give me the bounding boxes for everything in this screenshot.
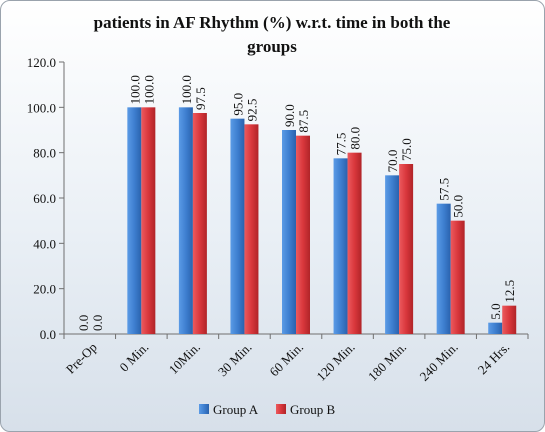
legend: Group A Group B — [199, 402, 335, 417]
data-label: 70.0 — [385, 150, 400, 173]
data-label: 0.0 — [90, 315, 105, 331]
data-label: 80.0 — [348, 127, 363, 150]
bar-group-b — [502, 305, 517, 334]
x-tick-label: 0 Min. — [116, 340, 151, 375]
chart-title-line-2: groups — [247, 37, 297, 56]
data-label: 75.0 — [399, 138, 414, 161]
bar-group-a — [385, 175, 400, 334]
legend-label-group-b: Group B — [290, 402, 335, 417]
x-tick-label: 30 Min. — [215, 340, 255, 380]
x-tick-label: 240 Min. — [416, 340, 460, 384]
bar-group-a — [282, 130, 296, 334]
data-label: 50.0 — [451, 195, 466, 218]
data-label: 87.5 — [296, 110, 311, 133]
bar-group-a — [488, 322, 503, 334]
y-tick-label: 20.0 — [33, 282, 56, 297]
data-label: 97.5 — [193, 87, 208, 110]
x-tick-label: 120 Min. — [313, 340, 357, 384]
bar-group-b — [141, 107, 156, 334]
y-axis: 0.0 20.0 40.0 60.0 80.0 100.0 120.0 — [27, 55, 65, 342]
bar-group-b — [347, 152, 362, 334]
bar-group-b — [296, 135, 310, 334]
x-tick-label: 10Min. — [166, 340, 203, 377]
data-label: 77.5 — [334, 133, 349, 156]
data-label: 90.0 — [282, 104, 297, 127]
bar-group-a — [436, 203, 451, 334]
bar-group-b — [192, 113, 207, 334]
data-label: 100.0 — [141, 75, 156, 104]
y-tick-label: 120.0 — [27, 55, 56, 70]
data-label: 57.5 — [437, 178, 452, 201]
legend-label-group-a: Group A — [213, 402, 259, 417]
data-label: 95.0 — [230, 93, 245, 116]
legend-swatch-group-a — [199, 404, 209, 414]
bars-group — [127, 107, 517, 335]
bar-group-b — [244, 124, 259, 334]
bar-group-b — [399, 164, 414, 334]
bar-group-a — [127, 107, 142, 334]
x-tick-label: 24 Hrs. — [475, 340, 513, 378]
y-tick-label: 40.0 — [33, 236, 56, 251]
x-tick-label: 180 Min. — [365, 340, 409, 384]
data-label: 100.0 — [179, 75, 194, 104]
bar-group-b — [450, 220, 465, 334]
legend-swatch-group-b — [276, 404, 286, 414]
data-label: 5.0 — [488, 303, 503, 319]
x-tick-label: 60 Min. — [266, 340, 306, 380]
bar-group-a — [230, 118, 245, 335]
data-label: 92.5 — [244, 99, 259, 122]
x-tick-label: Pre-Op — [63, 340, 100, 377]
data-label: 100.0 — [127, 75, 142, 104]
data-label: 0.0 — [76, 315, 91, 331]
y-tick-label: 100.0 — [27, 100, 56, 115]
bar-group-a — [178, 107, 193, 334]
y-tick-label: 0.0 — [40, 327, 56, 342]
data-label: 12.5 — [502, 280, 517, 303]
x-axis: Pre-Op 0 Min. 10Min. 30 Min. 60 Min. 120 Min.… — [63, 333, 529, 384]
y-tick-label: 60.0 — [33, 191, 56, 206]
chart-title-line-1: patients in AF Rhythm (%) w.r.t. time in… — [94, 13, 451, 32]
y-tick-label: 80.0 — [33, 146, 56, 161]
bar-group-a — [333, 158, 348, 334]
